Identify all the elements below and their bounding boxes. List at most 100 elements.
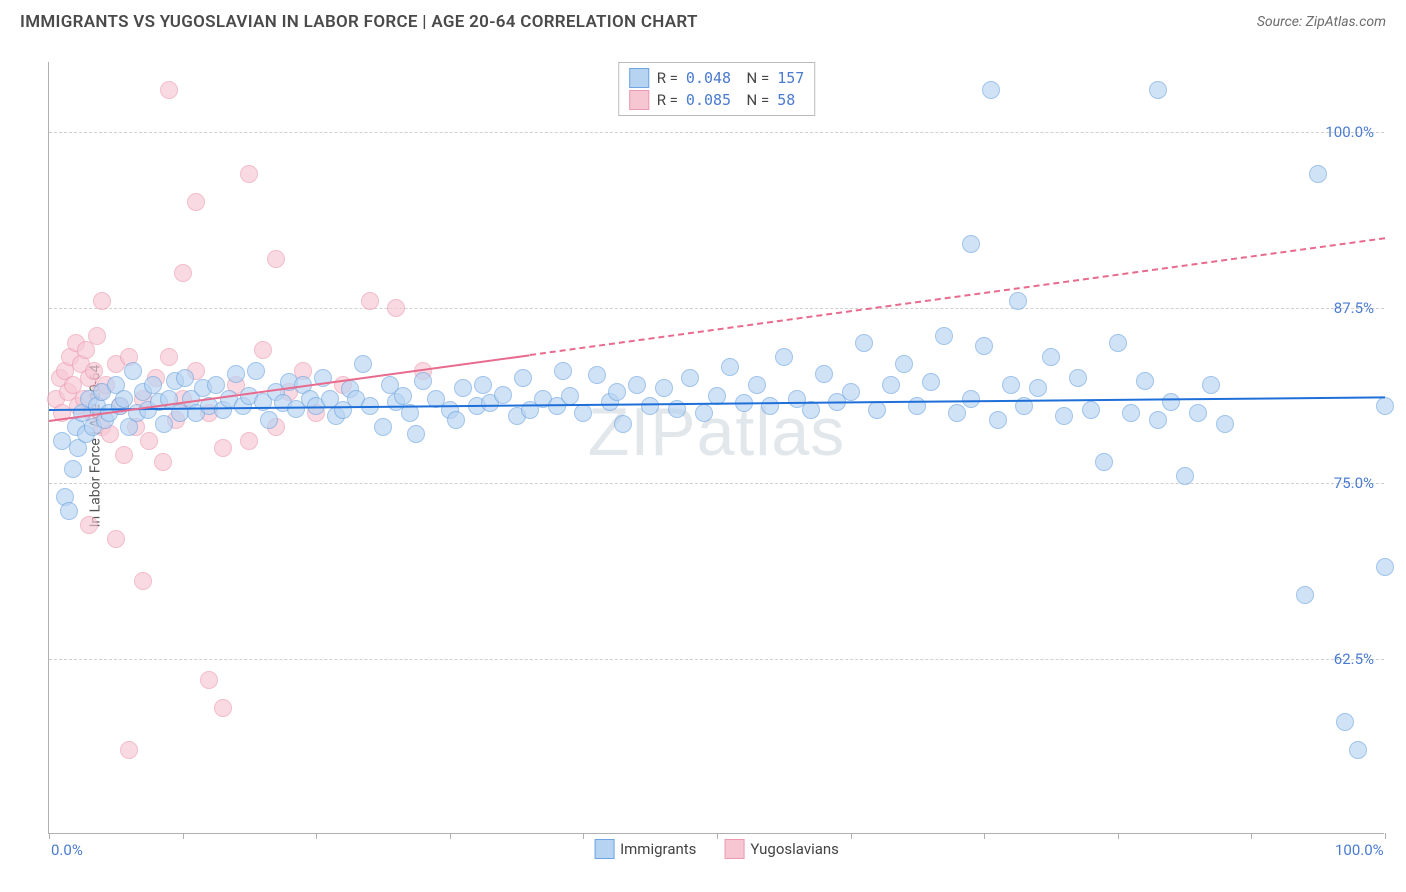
data-point [227, 365, 245, 383]
data-point [962, 235, 980, 253]
data-point [935, 327, 953, 345]
data-point [922, 373, 940, 391]
data-point [361, 292, 379, 310]
data-point [247, 362, 265, 380]
data-point [895, 355, 913, 373]
data-point [1216, 415, 1234, 433]
data-point [140, 432, 158, 450]
data-point [160, 81, 178, 99]
data-point [695, 404, 713, 422]
data-point [1029, 379, 1047, 397]
data-point [982, 81, 1000, 99]
data-point [748, 376, 766, 394]
x-tick [450, 833, 451, 839]
x-tick-label: 100.0% [1335, 841, 1384, 859]
data-point [1042, 348, 1060, 366]
data-point [655, 379, 673, 397]
data-point [207, 376, 225, 394]
data-point [214, 439, 232, 457]
data-point [514, 369, 532, 387]
x-tick [1385, 833, 1386, 839]
data-point [641, 397, 659, 415]
data-point [1109, 334, 1127, 352]
data-point [815, 365, 833, 383]
data-point [561, 387, 579, 405]
legend-label: Immigrants [620, 840, 696, 858]
data-point [721, 358, 739, 376]
y-tick-label: 62.5% [1334, 650, 1374, 668]
legend-n-value: 157 [777, 69, 804, 87]
y-tick-label: 100.0% [1325, 123, 1374, 141]
trend-line-dashed [530, 237, 1385, 356]
legend-swatch [629, 68, 649, 88]
data-point [908, 397, 926, 415]
data-point [574, 404, 592, 422]
x-tick [316, 833, 317, 839]
data-point [115, 446, 133, 464]
data-point [447, 411, 465, 429]
data-point [1009, 292, 1027, 310]
x-tick [583, 833, 584, 839]
x-tick [1251, 833, 1252, 839]
scatter-chart: ZIPatlas R = 0.048 N = 157R = 0.085 N = … [48, 62, 1384, 834]
data-point [354, 355, 372, 373]
data-point [254, 341, 272, 359]
data-point [120, 741, 138, 759]
data-point [1149, 81, 1167, 99]
data-point [144, 376, 162, 394]
data-point [628, 376, 646, 394]
legend-n-value: 58 [777, 91, 795, 109]
data-point [842, 383, 860, 401]
data-point [88, 327, 106, 345]
correlation-legend: R = 0.048 N = 157R = 0.085 N = 58 [618, 62, 816, 116]
data-point [588, 366, 606, 384]
data-point [174, 264, 192, 282]
data-point [454, 379, 472, 397]
data-point [1376, 397, 1394, 415]
data-point [260, 411, 278, 429]
legend-swatch [629, 90, 649, 110]
data-point [948, 404, 966, 422]
data-point [775, 348, 793, 366]
data-point [474, 376, 492, 394]
legend-item: Immigrants [594, 839, 696, 859]
data-point [414, 372, 432, 390]
data-point [160, 348, 178, 366]
data-point [60, 502, 78, 520]
data-point [374, 418, 392, 436]
data-point [1336, 713, 1354, 731]
data-point [1149, 411, 1167, 429]
data-point [1082, 401, 1100, 419]
series-legend: Immigrants Yugoslavians [594, 839, 839, 859]
gridline [49, 659, 1384, 660]
x-tick [183, 833, 184, 839]
data-point [1296, 586, 1314, 604]
legend-item: Yugoslavians [724, 839, 839, 859]
data-point [882, 376, 900, 394]
data-point [1136, 372, 1154, 390]
data-point [394, 387, 412, 405]
x-tick [1118, 833, 1119, 839]
data-point [1309, 165, 1327, 183]
x-tick [851, 833, 852, 839]
legend-n-label: N = [739, 91, 769, 109]
data-point [1176, 467, 1194, 485]
data-point [1189, 404, 1207, 422]
legend-swatch [594, 839, 614, 859]
data-point [134, 572, 152, 590]
data-point [761, 397, 779, 415]
data-point [1349, 741, 1367, 759]
data-point [962, 390, 980, 408]
data-point [1095, 453, 1113, 471]
data-point [681, 369, 699, 387]
legend-r-value: 0.048 [686, 69, 731, 87]
y-tick-label: 87.5% [1334, 299, 1374, 317]
data-point [154, 453, 172, 471]
x-tick [49, 833, 50, 839]
data-point [1122, 404, 1140, 422]
gridline [49, 132, 1384, 133]
x-tick-label: 0.0% [51, 841, 83, 859]
data-point [240, 432, 258, 450]
data-point [1376, 558, 1394, 576]
data-point [989, 411, 1007, 429]
